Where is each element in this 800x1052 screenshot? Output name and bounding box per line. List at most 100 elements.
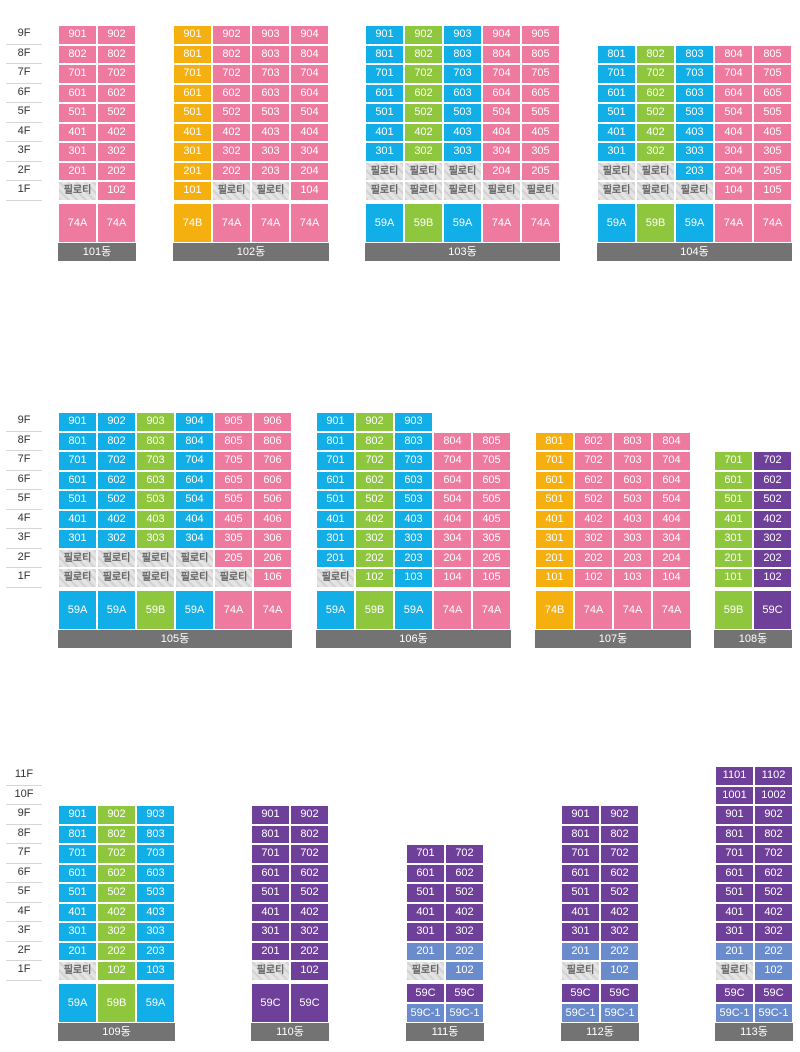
unit-cell[interactable]: 402 xyxy=(355,509,394,529)
unit-cell[interactable]: 104 xyxy=(714,181,753,201)
unit-cell[interactable]: 504 xyxy=(433,490,472,510)
unit-cell[interactable]: 405 xyxy=(472,509,511,529)
unit-cell[interactable]: 503 xyxy=(443,103,482,123)
unit-cell[interactable]: 306 xyxy=(253,529,292,549)
unit-cell[interactable]: 804 xyxy=(652,431,691,451)
unit-cell[interactable]: 706 xyxy=(253,451,292,471)
unit-cell[interactable]: 802 xyxy=(97,431,136,451)
unit-cell[interactable]: 806 xyxy=(253,431,292,451)
unit-cell[interactable]: 703 xyxy=(136,451,175,471)
unit-cell[interactable]: 602 xyxy=(600,863,639,883)
unit-cell[interactable]: 801 xyxy=(365,44,404,64)
unit-cell[interactable]: 301 xyxy=(365,142,404,162)
unit-cell[interactable]: 401 xyxy=(365,122,404,142)
unit-cell[interactable]: 304 xyxy=(290,142,329,162)
piloti-cell[interactable]: 필로티 xyxy=(58,961,97,981)
unit-cell[interactable]: 201 xyxy=(406,941,445,961)
piloti-cell[interactable]: 필로티 xyxy=(404,161,443,181)
unit-cell[interactable]: 602 xyxy=(636,83,675,103)
unit-cell[interactable]: 601 xyxy=(251,863,290,883)
unit-cell[interactable]: 702 xyxy=(636,64,675,84)
unit-cell[interactable]: 505 xyxy=(214,490,253,510)
unit-cell[interactable]: 901 xyxy=(715,805,754,825)
unit-cell[interactable]: 202 xyxy=(97,161,136,181)
unit-cell[interactable]: 201 xyxy=(58,941,97,961)
unit-cell[interactable]: 501 xyxy=(714,490,753,510)
unit-cell[interactable]: 303 xyxy=(136,922,175,942)
unit-cell[interactable]: 602 xyxy=(97,83,136,103)
unit-cell[interactable]: 404 xyxy=(175,509,214,529)
unit-cell[interactable]: 503 xyxy=(675,103,714,123)
unit-cell[interactable]: 104 xyxy=(290,181,329,201)
unit-cell[interactable]: 501 xyxy=(597,103,636,123)
unit-cell[interactable]: 703 xyxy=(675,64,714,84)
unit-cell[interactable]: 702 xyxy=(754,844,793,864)
unit-cell[interactable]: 202 xyxy=(574,548,613,568)
unit-cell[interactable]: 801 xyxy=(715,824,754,844)
unit-cell[interactable]: 501 xyxy=(173,103,212,123)
unit-cell[interactable]: 504 xyxy=(482,103,521,123)
piloti-cell[interactable]: 필로티 xyxy=(58,568,97,588)
unit-cell[interactable]: 601 xyxy=(365,83,404,103)
unit-cell[interactable]: 305 xyxy=(472,529,511,549)
unit-cell[interactable]: 301 xyxy=(406,922,445,942)
unit-cell[interactable]: 203 xyxy=(136,941,175,961)
unit-cell[interactable]: 405 xyxy=(521,122,560,142)
unit-cell[interactable]: 804 xyxy=(175,431,214,451)
unit-cell[interactable]: 401 xyxy=(406,902,445,922)
piloti-cell[interactable]: 필로티 xyxy=(97,548,136,568)
unit-cell[interactable]: 303 xyxy=(136,529,175,549)
unit-cell[interactable]: 403 xyxy=(394,509,433,529)
unit-cell[interactable]: 203 xyxy=(394,548,433,568)
unit-cell[interactable]: 702 xyxy=(445,844,484,864)
unit-cell[interactable]: 604 xyxy=(652,470,691,490)
unit-cell[interactable]: 704 xyxy=(175,451,214,471)
unit-cell[interactable]: 703 xyxy=(613,451,652,471)
unit-cell[interactable]: 802 xyxy=(404,44,443,64)
piloti-cell[interactable]: 필로티 xyxy=(214,568,253,588)
unit-cell[interactable]: 402 xyxy=(600,902,639,922)
unit-cell[interactable]: 202 xyxy=(600,941,639,961)
unit-cell[interactable]: 403 xyxy=(613,509,652,529)
unit-cell[interactable]: 404 xyxy=(714,122,753,142)
unit-cell[interactable]: 601 xyxy=(173,83,212,103)
unit-cell[interactable]: 805 xyxy=(214,431,253,451)
unit-cell[interactable]: 601 xyxy=(58,863,97,883)
unit-cell[interactable]: 805 xyxy=(472,431,511,451)
unit-cell[interactable]: 702 xyxy=(753,451,792,471)
unit-cell[interactable]: 403 xyxy=(675,122,714,142)
unit-cell[interactable]: 503 xyxy=(136,883,175,903)
unit-cell[interactable]: 202 xyxy=(212,161,251,181)
unit-cell[interactable]: 701 xyxy=(58,844,97,864)
unit-cell[interactable]: 704 xyxy=(652,451,691,471)
unit-cell[interactable]: 904 xyxy=(175,412,214,432)
unit-cell[interactable]: 402 xyxy=(212,122,251,142)
piloti-cell[interactable]: 필로티 xyxy=(561,961,600,981)
unit-cell[interactable]: 402 xyxy=(754,902,793,922)
unit-cell[interactable]: 901 xyxy=(173,25,212,45)
unit-cell[interactable]: 205 xyxy=(521,161,560,181)
unit-cell[interactable]: 301 xyxy=(535,529,574,549)
unit-cell[interactable]: 903 xyxy=(394,412,433,432)
unit-cell[interactable]: 502 xyxy=(97,490,136,510)
piloti-cell[interactable]: 필로티 xyxy=(97,568,136,588)
unit-cell[interactable]: 902 xyxy=(97,805,136,825)
unit-cell[interactable]: 601 xyxy=(58,83,97,103)
unit-cell[interactable]: 103 xyxy=(394,568,433,588)
piloti-cell[interactable]: 필로티 xyxy=(404,181,443,201)
piloti-cell[interactable]: 필로티 xyxy=(251,961,290,981)
unit-cell[interactable]: 904 xyxy=(290,25,329,45)
unit-cell[interactable]: 301 xyxy=(316,529,355,549)
unit-cell[interactable]: 704 xyxy=(433,451,472,471)
unit-cell[interactable]: 401 xyxy=(535,509,574,529)
unit-cell[interactable]: 1002 xyxy=(754,785,793,805)
unit-cell[interactable]: 901 xyxy=(58,25,97,45)
unit-cell[interactable]: 603 xyxy=(675,83,714,103)
piloti-cell[interactable]: 필로티 xyxy=(365,181,404,201)
unit-cell[interactable]: 401 xyxy=(173,122,212,142)
unit-cell[interactable]: 104 xyxy=(433,568,472,588)
unit-cell[interactable]: 302 xyxy=(290,922,329,942)
unit-cell[interactable]: 604 xyxy=(433,470,472,490)
unit-cell[interactable]: 404 xyxy=(433,509,472,529)
unit-cell[interactable]: 602 xyxy=(754,863,793,883)
